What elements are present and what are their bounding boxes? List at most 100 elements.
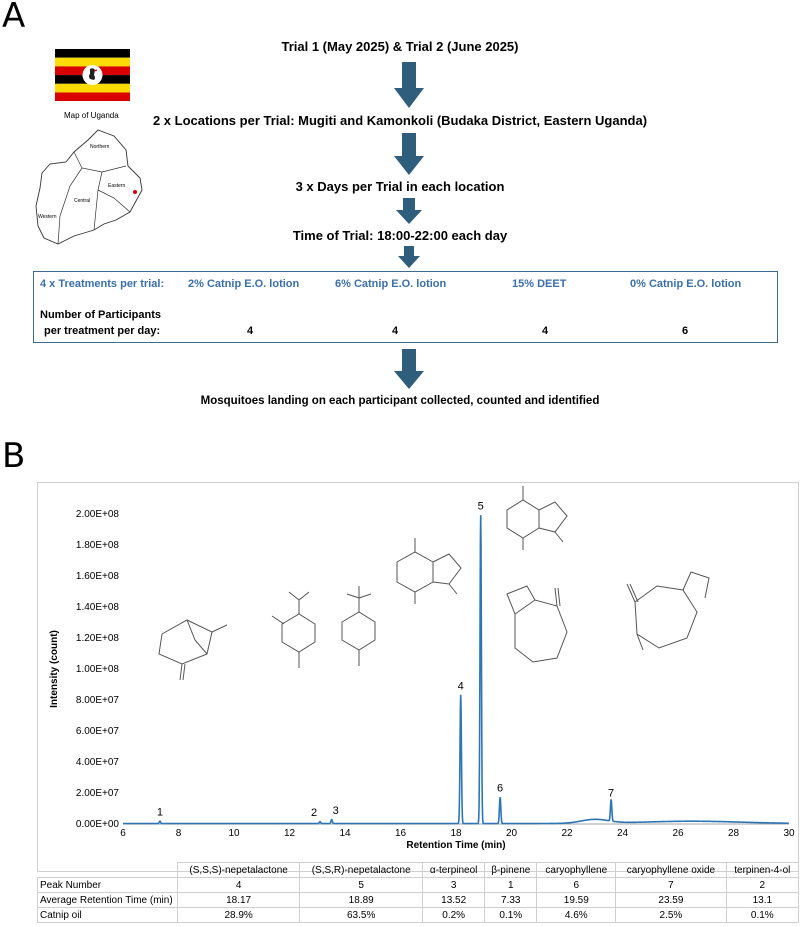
- nepetalactone-5-structure-icon: [506, 486, 568, 550]
- table-row-header: Catnip oil: [37, 907, 178, 923]
- treatment-1-participants: 4: [246, 325, 254, 337]
- treatment-2-participants: 4: [391, 325, 399, 337]
- treatments-box: [33, 271, 778, 343]
- flow-locations: 2 x Locations per Trial: Mugiti and Kamo…: [152, 113, 648, 128]
- x-tick-label: 12: [284, 828, 296, 839]
- map-region-eastern: Eastern: [108, 183, 125, 189]
- beta-pinene-structure-icon: [158, 619, 228, 681]
- table-column-header: caryophyllene oxide: [615, 862, 727, 878]
- table-column-header: caryophyllene: [536, 862, 617, 878]
- participants-label-line2: per treatment per day:: [44, 325, 161, 337]
- peak-label-2: 2: [311, 807, 317, 819]
- y-tick-label: 6.00E+07: [76, 726, 120, 737]
- x-tick-label: 18: [450, 828, 462, 839]
- flow-arrow-2: [394, 133, 424, 175]
- peak-label-4: 4: [458, 680, 464, 692]
- flow-arrow-4: [398, 246, 420, 268]
- treatment-3-label: 15% DEET: [512, 278, 567, 290]
- flow-arrow-3: [396, 198, 422, 224]
- participants-label-line1: Number of Participants: [40, 309, 162, 321]
- table-cell: 4.6%: [536, 907, 617, 923]
- table-cell: 0.2%: [422, 907, 486, 923]
- y-tick-label: 1.80E+08: [76, 540, 120, 551]
- x-tick-label: 24: [617, 828, 629, 839]
- table-cell: 63.5%: [299, 907, 424, 923]
- flow-days: 3 x Days per Trial in each location: [295, 179, 505, 194]
- chromatogram-trace: [123, 515, 789, 825]
- y-tick-label: 2.00E+08: [76, 509, 120, 520]
- table-cell: 18.89: [299, 892, 424, 908]
- map-region-central: Central: [74, 198, 90, 204]
- x-tick-label: 8: [176, 828, 182, 839]
- uganda-map: Northern Eastern Central Western: [35, 129, 143, 245]
- map-caption: Map of Uganda: [64, 111, 119, 120]
- caryophyllene-structure-icon: [506, 585, 568, 663]
- y-tick-label: 1.60E+08: [76, 571, 120, 582]
- x-tick-label: 26: [672, 828, 684, 839]
- table-row: Average Retention Time (min) 18.17 18.89…: [37, 892, 800, 908]
- peak-label-3: 3: [333, 805, 339, 817]
- table-column-header: terpinen-4-ol: [725, 862, 800, 878]
- treatment-2-label: 6% Catnip E.O. lotion: [335, 278, 447, 290]
- alpha-terpineol-structure-icon: [341, 586, 376, 666]
- map-region-western: Western: [38, 214, 57, 220]
- peak-label-1: 1: [157, 807, 163, 819]
- table-column-header: (S,S,R)-nepetalactone: [299, 862, 424, 878]
- table-cell: 7: [615, 877, 727, 893]
- y-tick-label: 0.00E+00: [76, 819, 120, 830]
- y-axis-label: Intensity (count): [49, 630, 60, 708]
- table-row-header: Peak Number: [37, 877, 178, 893]
- flow-arrow-5: [394, 349, 424, 389]
- x-tick-label: 16: [395, 828, 407, 839]
- x-tick-label: 10: [228, 828, 240, 839]
- treatment-1-label: 2% Catnip E.O. lotion: [188, 278, 300, 290]
- table-cell: 23.59: [615, 892, 727, 908]
- flow-outcome: Mosquitoes landing on each participant c…: [200, 395, 600, 407]
- table-cell: 18.17: [176, 892, 301, 908]
- uganda-flag: [55, 49, 130, 101]
- table-cell: 4: [176, 877, 301, 893]
- x-tick-label: 14: [339, 828, 351, 839]
- table-column-header: β-pinene: [484, 862, 538, 878]
- y-tick-label: 2.00E+07: [76, 788, 120, 799]
- table-cell: 28.9%: [176, 907, 301, 923]
- table-cell: 13.52: [422, 892, 486, 908]
- table-cell: 1: [484, 877, 538, 893]
- table-cell: 6: [536, 877, 617, 893]
- table-cell: 2: [725, 877, 800, 893]
- y-tick-label: 1.00E+08: [76, 664, 120, 675]
- chromatogram-chart: 0.00E+00 2.00E+07 4.00E+07 6.00E+07 8.00E+07…: [49, 486, 795, 851]
- map-region-northern: Northern: [90, 144, 110, 150]
- table-cell: 0.1%: [484, 907, 538, 923]
- table-header-row: (S,S,S)-nepetalactone (S,S,R)-nepetalact…: [38, 862, 800, 878]
- table-cell: 3: [422, 877, 486, 893]
- table-cell: 19.59: [536, 892, 617, 908]
- terpinen-4-ol-structure-icon: [271, 591, 316, 668]
- x-tick-label: 30: [783, 828, 795, 839]
- table-row: Peak Number 4 5 3 1 6 7 2: [37, 877, 800, 893]
- table-cell: 2.5%: [615, 907, 727, 923]
- nepetalactone-4-structure-icon: [396, 538, 462, 604]
- treatment-3-participants: 4: [541, 325, 549, 337]
- peak-label-6: 6: [497, 783, 503, 795]
- table-column-header: α-terpineol: [422, 862, 486, 878]
- table-cell: 13.1: [725, 892, 800, 908]
- table-column-header: (S,S,S)-nepetalactone: [176, 862, 301, 878]
- treatments-heading: 4 x Treatments per trial:: [40, 278, 165, 290]
- panel-label-b: B: [2, 436, 26, 476]
- flow-time: Time of Trial: 18:00-22:00 each day: [292, 228, 508, 243]
- table-cell: 0.1%: [725, 907, 800, 923]
- x-tick-label: 20: [506, 828, 518, 839]
- table-row: Catnip oil 28.9% 63.5% 0.2% 0.1% 4.6% 2.…: [37, 907, 800, 923]
- y-tick-label: 4.00E+07: [76, 757, 120, 768]
- panel-label-a: A: [2, 0, 26, 36]
- flow-arrow-1: [394, 62, 424, 108]
- table-cell: 7.33: [484, 892, 538, 908]
- table-row-header: Average Retention Time (min): [37, 892, 178, 908]
- caryophyllene-oxide-structure-icon: [626, 571, 710, 651]
- table-cell: 5: [299, 877, 424, 893]
- treatment-4-label: 0% Catnip E.O. lotion: [630, 278, 742, 290]
- x-tick-label: 6: [120, 828, 126, 839]
- peak-label-5: 5: [478, 501, 484, 513]
- y-tick-label: 1.40E+08: [76, 602, 120, 613]
